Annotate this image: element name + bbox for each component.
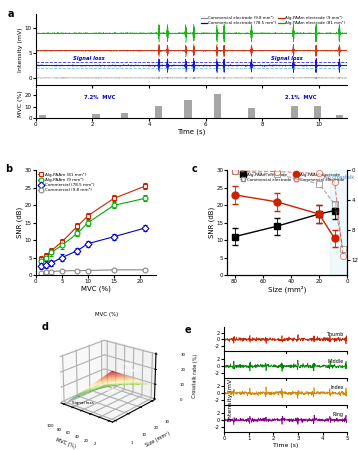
Text: Signal loss: Signal loss (73, 56, 105, 61)
Y-axis label: MVC (%): MVC (%) (18, 90, 23, 117)
Bar (184, 100, 192, 118)
Bar (121, 113, 128, 118)
Text: d: d (42, 322, 49, 332)
X-axis label: MVC (%): MVC (%) (81, 286, 111, 292)
Legend: Alg-PAAm (81 mm²), Alg-PAAm (9 mm²), Commercial (78.5 mm²), Commercial (9.8 mm²): Alg-PAAm (81 mm²), Alg-PAAm (9 mm²), Com… (38, 172, 95, 193)
Y-axis label: SNR (dB): SNR (dB) (208, 207, 215, 238)
Text: 7.2%  MVC: 7.2% MVC (84, 95, 115, 100)
Bar (336, 115, 343, 118)
Bar (92, 114, 100, 118)
X-axis label: Size (mm²): Size (mm²) (268, 286, 306, 293)
Text: Ring: Ring (333, 412, 344, 417)
Y-axis label: Size (mm²): Size (mm²) (145, 431, 171, 448)
Text: a: a (8, 9, 14, 19)
Text: Signal loss: Signal loss (271, 56, 303, 61)
Text: e: e (184, 325, 191, 335)
Bar (314, 106, 321, 118)
Bar (214, 94, 221, 118)
Text: MVC (%): MVC (%) (95, 312, 118, 317)
Y-axis label: SNR (dB): SNR (dB) (17, 207, 23, 238)
Text: c: c (192, 164, 197, 174)
Text: Index: Index (330, 386, 344, 391)
Text: No crosstalk: No crosstalk (324, 175, 354, 180)
Bar (39, 115, 46, 118)
X-axis label: MVC (%): MVC (%) (55, 437, 76, 449)
Legend: Commercial electrode (9.8 mm²), Commerical electrode (78.5 mm²), Alg-PAAm electr: Commercial electrode (9.8 mm²), Commeric… (200, 15, 345, 25)
Bar (155, 106, 162, 118)
Y-axis label: Intensity (mV): Intensity (mV) (18, 27, 23, 72)
X-axis label: Time (s): Time (s) (273, 442, 298, 448)
Text: Middle: Middle (327, 359, 344, 364)
Bar (330, 171, 347, 275)
Bar (248, 108, 255, 118)
Text: Thumb: Thumb (326, 332, 344, 337)
Legend: Alg-PAAm electrode, Commercial electrode, Alg-PAAm electrode, Commercial electro: Alg-PAAm electrode, Commercial electrode… (240, 172, 345, 182)
Text: 2.1%  MVC: 2.1% MVC (285, 95, 316, 100)
Text: b: b (5, 164, 12, 174)
X-axis label: Time (s): Time (s) (177, 129, 206, 135)
Bar (291, 106, 298, 118)
Text: Intensity (mV): Intensity (mV) (228, 376, 233, 421)
